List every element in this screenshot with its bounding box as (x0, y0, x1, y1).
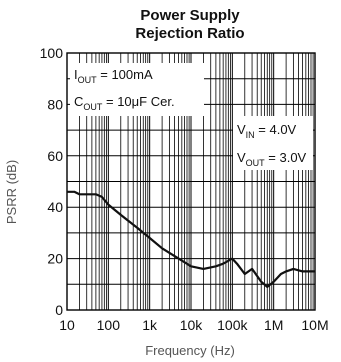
y-axis-label: PSRR (dB) (4, 160, 19, 224)
plot-frame (66, 52, 316, 311)
x-tick-label: 1k (142, 317, 158, 333)
x-tick-label: 1M (264, 317, 283, 333)
chart-title-line-1: Power Supply (140, 7, 240, 24)
x-tick-label: 10 (59, 317, 75, 333)
annotation-box-right (233, 116, 313, 170)
y-tick-label: 100 (40, 45, 64, 61)
annotation-vin: VIN = 4.0V (237, 122, 297, 140)
y-tick-label: 0 (55, 302, 63, 318)
x-tick-label: 10k (180, 317, 204, 333)
x-tick-label: 10M (301, 317, 328, 333)
psrr-line (67, 190, 315, 288)
chart-title-line-2: Rejection Ratio (135, 25, 244, 42)
y-tick-label: 80 (47, 96, 63, 112)
tick-labels: 10 100 1k 10k 100k 1M 10M 0 20 40 60 80 100 (40, 45, 329, 333)
annotation-vout: VOUT = 3.0V (237, 150, 307, 168)
x-axis-label: Frequency (Hz) (145, 343, 235, 358)
annotations: IOUT = 100mA COUT = 10μF Cer. VIN = 4.0V VO… (70, 63, 313, 170)
y-tick-label: 20 (47, 251, 63, 267)
x-tick-label: 100 (97, 317, 121, 333)
x-tick-label: 100k (217, 317, 248, 333)
series-layer (67, 190, 315, 288)
annotation-cout: COUT = 10μF Cer. (74, 94, 175, 112)
annotation-iout: IOUT = 100mA (74, 67, 153, 85)
y-tick-label: 60 (47, 148, 63, 164)
y-tick-label: 40 (47, 199, 63, 215)
annotation-box-left (70, 63, 204, 116)
